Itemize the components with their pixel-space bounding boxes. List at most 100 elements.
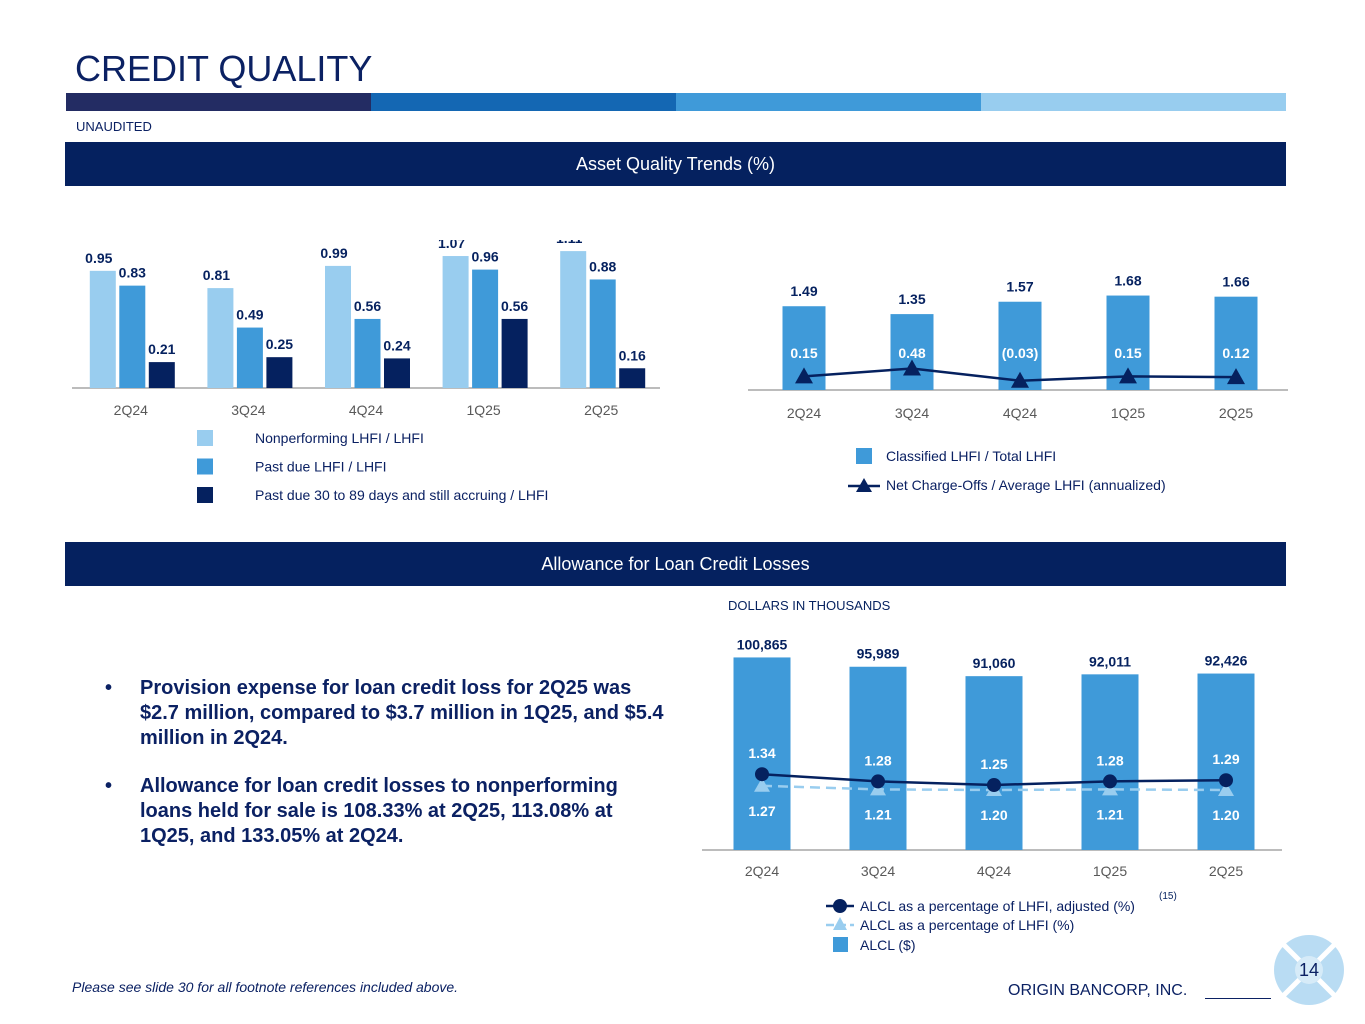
triangle-marker (1102, 781, 1118, 796)
origin-logo-icon (1274, 935, 1344, 1005)
legend-swatch (856, 448, 872, 464)
circle-marker (987, 778, 1001, 792)
x-tick-label: 4Q24 (1003, 405, 1037, 421)
triangle-marker (1227, 368, 1245, 385)
unadjusted-value-label: 1.21 (864, 806, 891, 822)
bar-value-label: 95,989 (857, 646, 900, 662)
data-label: 0.95 (85, 250, 112, 266)
page-title: CREDIT QUALITY (75, 48, 373, 89)
allowance-banner: Allowance for Loan Credit Losses (65, 542, 1286, 586)
bar-2 (236, 327, 263, 388)
classified-chart: 1.49 2Q24 0.15 1.35 3Q24 0.48 1.57 4Q24 (0.03) 1.… (748, 273, 1288, 493)
bar-value-label: 1.35 (898, 291, 925, 307)
circle-marker (871, 774, 885, 789)
bullet-marker: • (105, 677, 113, 699)
bullet-list: • Provision expense for loan credit loss… (105, 676, 665, 872)
line-value-label: 0.15 (1114, 345, 1141, 361)
line-value-label: 0.15 (790, 345, 817, 361)
circle-marker (755, 767, 769, 782)
x-tick-label: 3Q24 (231, 402, 265, 418)
bar-3 (266, 357, 293, 388)
x-tick-label: 3Q24 (861, 863, 895, 879)
data-label: 0.24 (383, 337, 410, 353)
x-tick-label: 1Q25 (1093, 863, 1127, 879)
alcl-bar (965, 676, 1023, 850)
bullet-text: Allowance for loan credit losses to nonp… (140, 775, 618, 847)
bar-value-label: 100,865 (737, 636, 788, 652)
line-value-label: (0.03) (1002, 345, 1039, 361)
data-label: 0.99 (320, 245, 347, 261)
data-label: 0.25 (266, 336, 293, 352)
bullet-item: • Allowance for loan credit losses to no… (105, 774, 665, 849)
triangle-marker (1011, 371, 1029, 388)
unadjusted-value-label: 1.21 (1096, 806, 1123, 822)
asset-quality-banner: Asset Quality Trends (%) (65, 142, 1286, 186)
bar-value-label: 1.66 (1222, 274, 1249, 290)
bar-value-label: 91,060 (973, 655, 1016, 671)
stripe-segment-2 (371, 93, 676, 111)
data-label: 0.81 (203, 267, 230, 283)
triangle-marker (1218, 782, 1234, 796)
bullet-item: • Provision expense for loan credit loss… (105, 676, 665, 751)
legend-label: ALCL ($) (860, 937, 916, 953)
stripe-segment-3 (676, 93, 981, 111)
bar (890, 314, 934, 390)
legend-label: Nonperforming LHFI / LHFI (255, 430, 424, 446)
bar-3 (501, 318, 528, 388)
line-value-label: 0.48 (898, 345, 925, 361)
x-tick-label: 2Q25 (1209, 863, 1243, 879)
adjusted-value-label: 1.34 (748, 745, 775, 761)
bar-value-label: 1.68 (1114, 273, 1141, 289)
triangle-marker (903, 359, 921, 376)
bar-1 (325, 265, 351, 388)
triangle-marker (1119, 367, 1137, 384)
legend-swatch (197, 487, 213, 503)
data-label: 0.16 (619, 347, 646, 363)
page-number: 14 (1299, 960, 1320, 980)
triangle-marker (795, 367, 813, 384)
x-tick-label: 4Q24 (349, 402, 383, 418)
bar-value-label: 1.57 (1006, 279, 1033, 295)
bar-1 (207, 288, 234, 388)
data-label: 0.56 (501, 298, 528, 314)
alcl-chart: DOLLARS IN THOUSANDS 100,865 2Q24 1.34 1.27 9… (702, 598, 1282, 953)
legend-label: Net Charge-Offs / Average LHFI (annualiz… (886, 477, 1166, 493)
legend-swatch (197, 458, 213, 475)
bar-2 (589, 279, 616, 388)
data-label: 0.56 (354, 298, 381, 314)
bar-3 (384, 358, 410, 388)
legend-swatch (833, 937, 848, 952)
stripe-segment-1 (66, 93, 371, 111)
circle-marker (1103, 774, 1117, 789)
line-value-label: 0.12 (1222, 345, 1249, 361)
footnote-ref: (15) (1159, 891, 1177, 902)
bullet-text: Provision expense for loan credit loss f… (140, 677, 664, 749)
legend-swatch (197, 430, 213, 446)
data-label: 1.07 (438, 240, 465, 251)
unadjusted-value-label: 1.20 (980, 807, 1007, 823)
unaudited-label: UNAUDITED (76, 119, 152, 134)
company-underline (1205, 998, 1271, 999)
unadjusted-value-label: 1.27 (748, 803, 775, 819)
bar-1 (560, 251, 587, 388)
bar-2 (354, 318, 381, 388)
bullet-marker: • (105, 775, 113, 797)
bar-2 (119, 285, 146, 388)
legend-label: Past due 30 to 89 days and still accruin… (255, 487, 548, 503)
bar-value-label: 92,426 (1205, 653, 1248, 669)
legend-circle-marker (833, 899, 847, 913)
x-tick-label: 2Q24 (787, 405, 821, 421)
alcl-bar (1081, 674, 1139, 850)
circle-marker (1219, 773, 1233, 788)
asset-quality-chart: 0.95 0.83 0.21 2Q24 0.81 0.490.25 3Q24 0.99 0.56… (72, 240, 660, 503)
data-label: 1.11 (556, 240, 583, 246)
bar-3 (619, 368, 646, 388)
legend-triangle-marker (856, 478, 872, 492)
data-label: 0.83 (119, 265, 146, 281)
x-tick-label: 1Q25 (1111, 405, 1145, 421)
legend-label: Classified LHFI / Total LHFI (886, 448, 1056, 464)
bar-value-label: 92,011 (1089, 653, 1131, 669)
data-label: 0.88 (589, 258, 616, 274)
x-tick-label: 2Q24 (114, 402, 148, 418)
bar-1 (89, 270, 116, 388)
